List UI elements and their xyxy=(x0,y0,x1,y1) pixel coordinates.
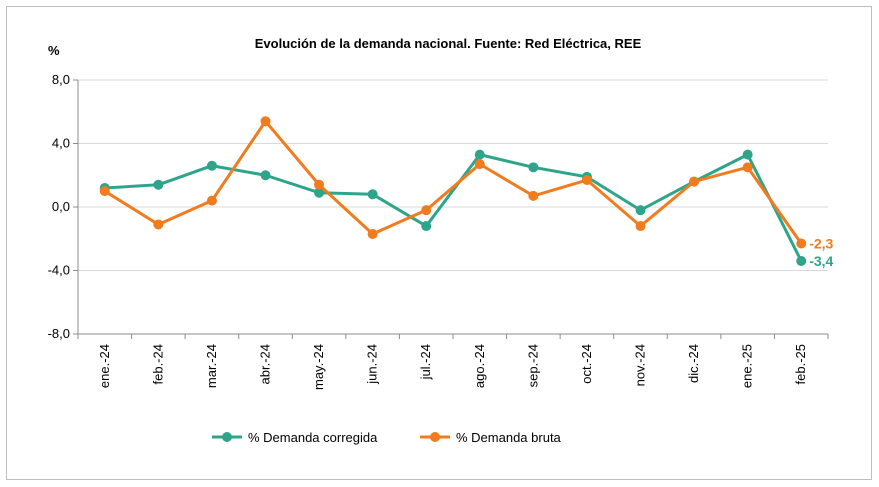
data-point xyxy=(796,255,807,266)
legend: % Demanda corregida % Demanda bruta xyxy=(212,430,562,445)
legend-label: % Demanda corregida xyxy=(248,430,378,445)
x-tick-label: mar.-24 xyxy=(204,344,219,388)
data-point xyxy=(742,149,753,160)
y-tick-label: -8,0 xyxy=(48,326,70,341)
x-tick-label: jun.-24 xyxy=(365,344,380,385)
x-tick-label: dic.-24 xyxy=(686,344,701,383)
x-tick-label: feb.-25 xyxy=(793,344,808,384)
data-point xyxy=(581,175,592,186)
y-axis-unit-label: % xyxy=(48,43,60,58)
x-tick-label: ago.-24 xyxy=(472,344,487,388)
series-line xyxy=(104,153,803,262)
data-point xyxy=(153,179,164,190)
x-tick-label: sep.-24 xyxy=(525,344,540,387)
series-line xyxy=(103,119,803,245)
x-tick-label: ene.-24 xyxy=(97,344,112,388)
data-label: -2,3 xyxy=(809,236,833,252)
data-point xyxy=(367,189,378,200)
x-tick-label: ene.-25 xyxy=(740,344,755,388)
data-point xyxy=(99,186,110,197)
data-point xyxy=(635,221,646,232)
y-tick-label: 8,0 xyxy=(52,72,70,87)
data-point xyxy=(528,162,539,173)
chart-title: Evolución de la demanda nacional. Fuente… xyxy=(255,36,642,51)
data-point xyxy=(206,195,217,206)
y-tick-label: -4,0 xyxy=(48,263,70,278)
x-tick-label: abr.-24 xyxy=(258,344,273,384)
x-tick-label: jul.-24 xyxy=(418,344,433,380)
series-group xyxy=(99,116,807,266)
x-axis-ticks: ene.-24 feb.-24 mar.-24 abr.-24 may.-24 jun.-… xyxy=(97,344,808,390)
data-point xyxy=(367,228,378,239)
data-point xyxy=(474,149,485,160)
axes xyxy=(73,79,829,339)
data-label: -3,4 xyxy=(809,253,833,269)
x-tick-label: oct.-24 xyxy=(579,344,594,384)
data-point xyxy=(689,176,700,187)
data-labels: -3,4-2,3 xyxy=(809,236,833,269)
legend-swatch-marker xyxy=(222,432,232,442)
y-tick-label: 0,0 xyxy=(52,199,70,214)
data-point xyxy=(742,162,753,173)
chart-frame xyxy=(6,6,872,480)
data-point xyxy=(796,238,807,249)
y-tick-label: 4,0 xyxy=(52,136,70,151)
data-point xyxy=(153,219,164,230)
data-point xyxy=(421,221,432,232)
x-tick-label: may.-24 xyxy=(311,344,326,390)
data-point xyxy=(528,190,539,201)
data-point xyxy=(314,187,325,198)
gridlines xyxy=(78,79,828,335)
data-point xyxy=(314,179,325,190)
legend-label: % Demanda bruta xyxy=(456,430,562,445)
data-point xyxy=(421,205,432,216)
data-point xyxy=(635,205,646,216)
data-point xyxy=(206,160,217,171)
data-point xyxy=(474,159,485,170)
x-tick-label: feb.-24 xyxy=(150,344,165,384)
y-axis-ticks: 8,0 4,0 0,0 -4,0 -8,0 xyxy=(48,72,70,341)
x-tick-label: nov.-24 xyxy=(633,344,648,386)
data-point xyxy=(260,116,271,127)
legend-swatch-marker xyxy=(430,432,440,442)
data-point xyxy=(260,170,271,181)
